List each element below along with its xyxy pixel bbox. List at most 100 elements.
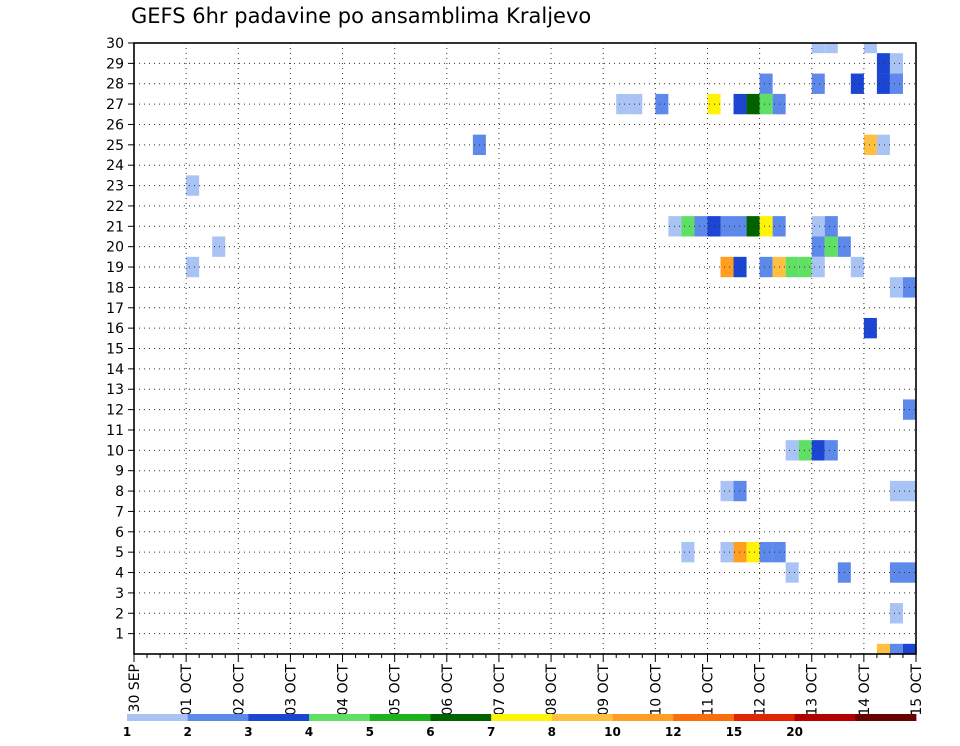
colorbar-segment [673, 714, 735, 721]
x-tick-label: 09 OCT [596, 664, 612, 716]
heatmap-cell [824, 216, 838, 237]
x-tick-label: 04 OCT [336, 664, 352, 716]
heatmap-cell [889, 643, 903, 654]
x-tick-label: 14 OCT [857, 664, 873, 716]
heatmap-cell [759, 256, 773, 278]
x-tick-label: 10 OCT [648, 664, 664, 716]
x-tick-label: 05 OCT [388, 664, 404, 716]
y-tick-label: 26 [106, 117, 124, 133]
y-tick-label: 5 [115, 545, 124, 561]
y-tick-label: 16 [106, 321, 124, 337]
colorbar-label: 6 [426, 725, 434, 739]
y-tick-label: 27 [106, 97, 124, 113]
heatmap-cell [707, 216, 721, 237]
colorbar-segment [127, 714, 189, 721]
heatmap-cell [785, 256, 799, 278]
x-tick-label: 30 SEP [127, 664, 143, 712]
colorbar-segment [248, 714, 310, 721]
heatmap-cell [811, 440, 825, 461]
colorbar-label: 5 [366, 725, 374, 739]
y-tick-label: 28 [106, 77, 124, 93]
y-tick-label: 30 [106, 36, 124, 52]
colorbar-label: 10 [604, 725, 621, 739]
y-tick-label: 23 [106, 179, 124, 195]
heatmap-cell [863, 43, 877, 54]
x-tick-label: 12 OCT [753, 664, 769, 716]
x-tick-label: 07 OCT [492, 664, 508, 716]
heatmap-cell [876, 134, 890, 156]
heatmap-cell [186, 256, 200, 278]
y-tick-label: 17 [106, 301, 124, 317]
heatmap-cell [850, 73, 864, 94]
heatmap-cell [876, 643, 890, 654]
y-tick-label: 1 [115, 627, 124, 643]
y-tick-label: 11 [106, 423, 124, 439]
x-tick-label: 13 OCT [805, 664, 821, 716]
heatmap-cell [655, 93, 669, 115]
heatmap-cell [186, 175, 200, 196]
heatmap-cell [733, 216, 747, 237]
heatmap-cell [733, 93, 747, 115]
y-tick-label: 22 [106, 199, 124, 215]
chart-title: GEFS 6hr padavine po ansamblima Kraljevo [131, 4, 592, 28]
heatmap-cell [629, 93, 643, 115]
y-tick-label: 24 [106, 158, 124, 174]
colorbar-label: 7 [487, 725, 495, 739]
heatmap-cell [889, 53, 903, 74]
axes: 1234567891011121314151617181920212223242… [106, 36, 925, 716]
colorbar-segment [430, 714, 492, 721]
y-tick-label: 13 [106, 382, 124, 398]
heatmap-cell [759, 93, 773, 115]
heatmap-cell [720, 216, 734, 237]
heatmap-cell [902, 643, 916, 654]
x-tick-label: 01 OCT [179, 664, 195, 716]
heatmap-cell [863, 134, 877, 156]
heatmap-cell [720, 541, 734, 563]
heatmap-cell [733, 541, 747, 563]
heatmap-cell [759, 541, 773, 563]
heatmap-cell [746, 541, 760, 563]
heatmap-cell [759, 73, 773, 94]
colorbar-label: 20 [786, 725, 803, 739]
heatmap-cell [798, 256, 812, 278]
heatmap-cell [707, 93, 721, 115]
heatmap-cell [720, 256, 734, 278]
heatmap-cell [681, 541, 695, 563]
heatmap-cell [876, 53, 890, 74]
colorbar-segment [369, 714, 431, 721]
y-tick-label: 12 [106, 403, 124, 419]
y-tick-label: 29 [106, 56, 124, 72]
heatmap-cell [746, 216, 760, 237]
y-tick-label: 2 [115, 606, 124, 622]
heatmap-cell [746, 93, 760, 115]
heatmap-cell [824, 236, 838, 257]
colorbar-segment [794, 714, 856, 721]
heatmap-cell [694, 216, 708, 237]
colorbar-segment [309, 714, 371, 721]
colorbar-label: 2 [184, 725, 192, 739]
colorbar-label: 3 [244, 725, 252, 739]
heatmap-cell [811, 216, 825, 237]
y-tick-label: 10 [106, 443, 124, 459]
heatmap-cell [811, 236, 825, 257]
heatmap-cell [824, 440, 838, 461]
y-tick-label: 20 [106, 240, 124, 256]
x-tick-label: 03 OCT [283, 664, 299, 716]
colorbar-label: 4 [305, 725, 313, 739]
heatmap-cell [212, 236, 226, 257]
heatmap-cell [785, 562, 799, 583]
y-tick-label: 7 [115, 504, 124, 520]
heatmap-cell [811, 43, 825, 54]
colorbar-label: 12 [665, 725, 682, 739]
colorbar-segment [187, 714, 249, 721]
heatmap-cell [811, 256, 825, 278]
heatmap-cell [616, 93, 630, 115]
y-tick-label: 3 [115, 586, 124, 602]
colorbar-label: 8 [548, 725, 556, 739]
y-tick-label: 25 [106, 138, 124, 154]
y-tick-label: 21 [106, 219, 124, 235]
heatmap-cell [720, 480, 734, 502]
heatmap-cell [811, 73, 825, 94]
